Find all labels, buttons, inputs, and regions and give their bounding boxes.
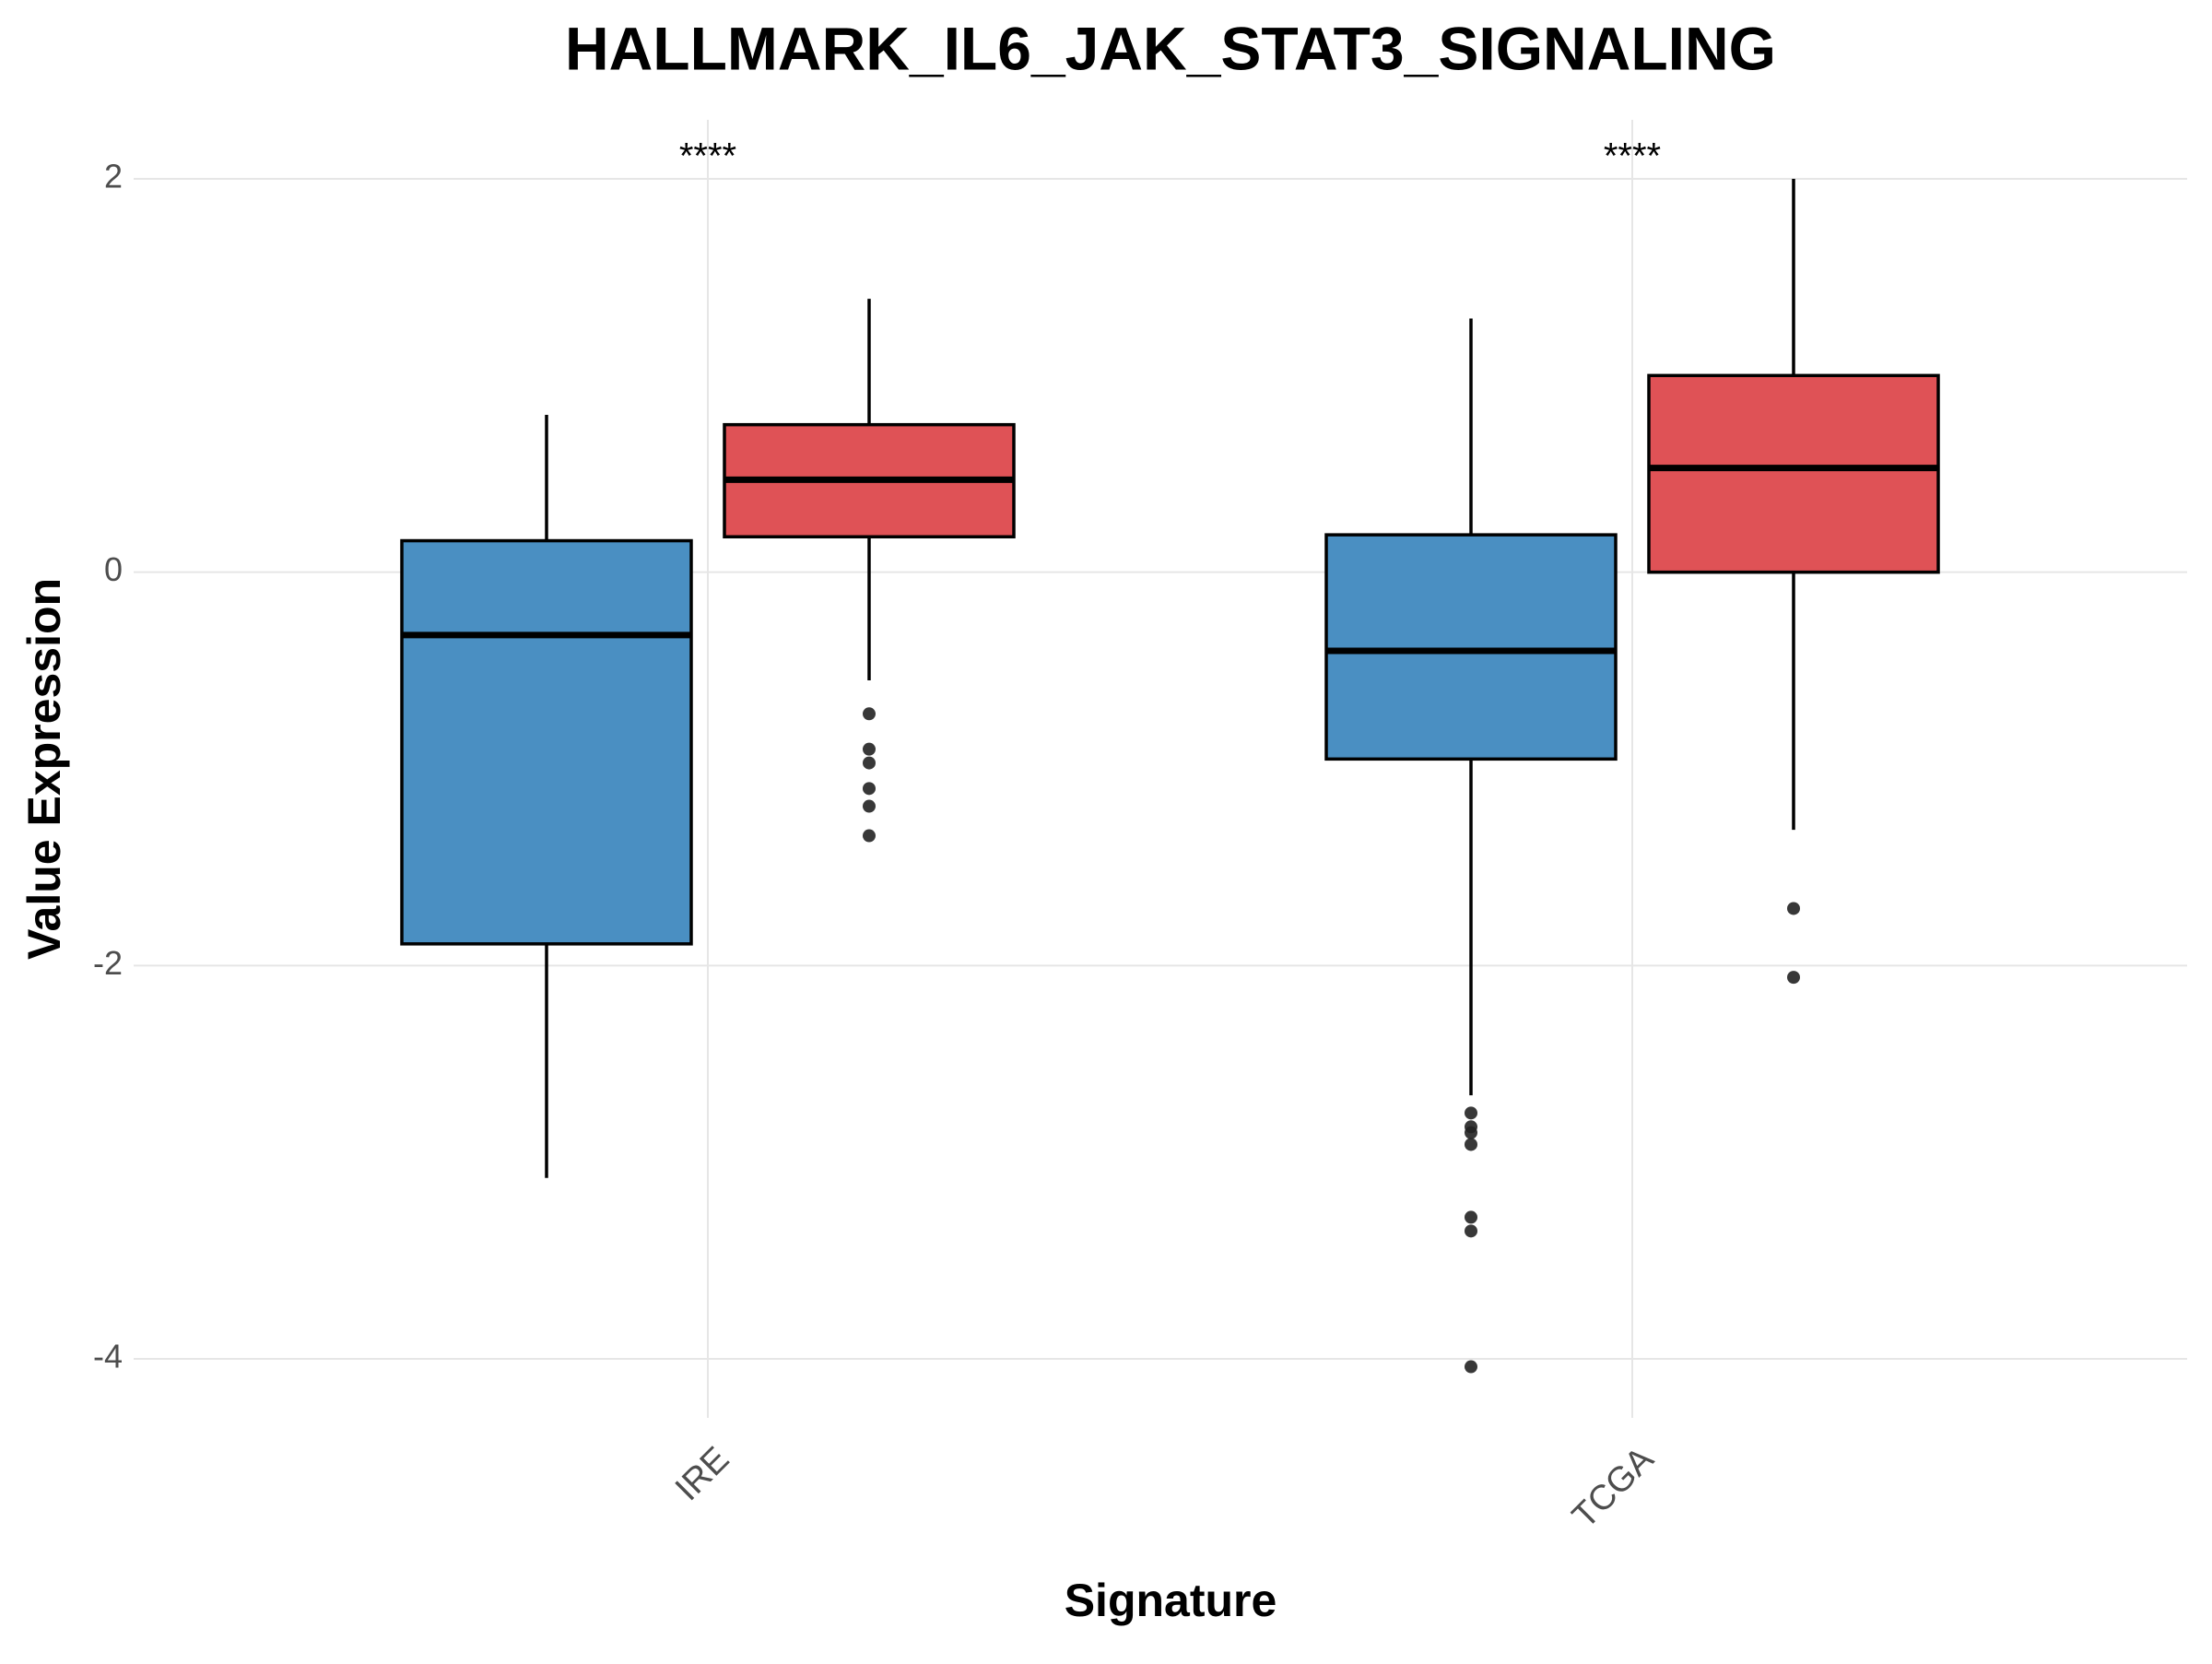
outlier bbox=[1787, 902, 1800, 915]
box bbox=[1324, 533, 1618, 761]
outlier bbox=[1465, 1224, 1477, 1238]
chart-title: HALLMARK_IL6_JAK_STAT3_SIGNALING bbox=[565, 14, 1776, 82]
box bbox=[1647, 373, 1940, 574]
x-tick-label: IRE bbox=[668, 1440, 737, 1509]
outlier bbox=[1465, 1210, 1477, 1224]
significance-label: **** bbox=[679, 136, 736, 177]
y-tick-label: 2 bbox=[104, 158, 123, 195]
y-tick-label: 0 bbox=[104, 550, 123, 588]
outlier bbox=[863, 707, 876, 721]
outlier bbox=[1465, 1138, 1477, 1151]
outlier bbox=[863, 756, 876, 770]
x-tick-label: TCGA bbox=[1565, 1439, 1662, 1536]
y-tick-label: -2 bbox=[93, 944, 123, 982]
outlier bbox=[1787, 971, 1800, 985]
box bbox=[400, 538, 693, 946]
outlier bbox=[1465, 1360, 1477, 1374]
outlier bbox=[863, 799, 876, 813]
outlier bbox=[1465, 1106, 1477, 1120]
x-axis-title: Signature bbox=[1065, 1575, 1277, 1626]
outlier bbox=[863, 742, 876, 756]
y-tick-label: -4 bbox=[93, 1338, 123, 1375]
outlier bbox=[863, 782, 876, 796]
y-axis-title: Value Expression bbox=[18, 578, 70, 960]
significance-label: **** bbox=[1604, 136, 1661, 177]
outlier bbox=[1465, 1126, 1477, 1139]
outlier bbox=[863, 829, 876, 843]
